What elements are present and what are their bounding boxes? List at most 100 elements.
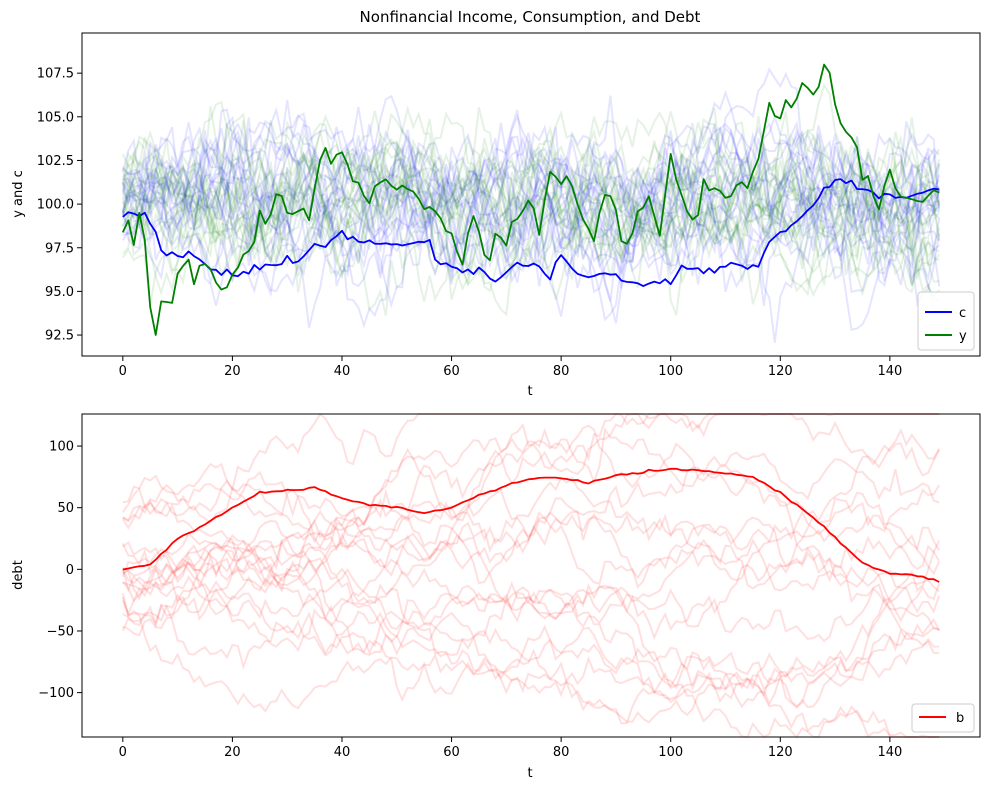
- background-path: [121, 127, 940, 288]
- background-path: [121, 123, 940, 258]
- x-tick-label: 60: [443, 364, 460, 379]
- x-tick-label: 80: [553, 745, 570, 760]
- background-path: [122, 479, 940, 691]
- background-path: [121, 109, 940, 332]
- income-consumption-chart: Nonfinancial Income, Consumption, and De…: [11, 8, 981, 399]
- background-path: [122, 116, 941, 265]
- background-path: [122, 587, 940, 739]
- background-path: [121, 123, 940, 317]
- x-tick-label: 140: [877, 745, 902, 760]
- y-tick-label: −100: [38, 686, 74, 701]
- background-path: [122, 424, 941, 601]
- background-path: [121, 118, 941, 297]
- y-tick-label: 100.0: [37, 198, 74, 213]
- background-paths: [121, 412, 941, 739]
- x-tick-label: 20: [224, 364, 241, 379]
- background-path: [121, 121, 940, 317]
- background-path: [121, 548, 941, 691]
- background-path: [121, 120, 940, 280]
- background-path: [121, 134, 941, 305]
- x-axis-label: t: [527, 384, 532, 399]
- background-path: [122, 106, 941, 324]
- plot-frame: [81, 413, 981, 738]
- x-tick-label: 100: [658, 364, 683, 379]
- x-tick-label: 80: [553, 364, 570, 379]
- background-path: [121, 499, 941, 641]
- background-path: [121, 106, 941, 285]
- legend: b: [911, 703, 975, 733]
- background-path: [122, 105, 941, 286]
- background-path: [121, 129, 941, 343]
- y-tick-label: −50: [47, 624, 74, 639]
- background-path: [122, 451, 940, 603]
- x-tick-label: 100: [658, 745, 683, 760]
- y-axis-label: debt: [11, 560, 26, 590]
- background-path: [122, 121, 941, 270]
- y-tick-label: 100: [49, 440, 74, 455]
- x-tick-label: 20: [224, 745, 241, 760]
- main-series: [121, 63, 940, 336]
- background-path: [121, 497, 941, 629]
- background-path: [121, 593, 940, 738]
- background-path: [121, 67, 940, 302]
- series-line-c: [122, 178, 940, 287]
- plot-frame: [81, 32, 981, 357]
- background-path: [122, 107, 941, 280]
- background-path: [121, 133, 940, 293]
- background-path: [121, 413, 941, 550]
- x-axis-label: t: [527, 766, 532, 781]
- background-path: [122, 113, 941, 329]
- x-tick-label: 60: [443, 745, 460, 760]
- background-path: [121, 549, 940, 710]
- y-tick-label: 97.5: [45, 241, 74, 256]
- background-path: [121, 142, 940, 302]
- x-tick-label: 120: [768, 364, 793, 379]
- x-axis-ticks: 0 20 40 60 80 100 120 140: [119, 737, 902, 760]
- x-tick-label: 140: [877, 364, 902, 379]
- background-path: [121, 109, 941, 285]
- y-axis-ticks: 92.5 95.0 97.5 100.0 102.5 105.0 107.5: [37, 67, 82, 344]
- background-path: [122, 122, 940, 269]
- background-path: [121, 95, 940, 307]
- y-axis-ticks: −100 −50 0 50 100: [38, 440, 82, 701]
- legend-label-b: b: [956, 711, 964, 726]
- background-path: [122, 89, 941, 294]
- main-series: [122, 467, 940, 583]
- x-tick-label: 40: [334, 364, 351, 379]
- y-tick-label: 92.5: [45, 329, 74, 344]
- background-path: [122, 484, 941, 598]
- y-tick-label: 95.0: [45, 285, 74, 300]
- series-line-b: [122, 467, 940, 583]
- y-tick-label: 105.0: [37, 110, 74, 125]
- background-path: [122, 470, 940, 604]
- x-tick-label: 0: [119, 745, 127, 760]
- background-path: [121, 565, 941, 643]
- x-tick-label: 0: [119, 364, 127, 379]
- y-tick-label: 0: [66, 563, 74, 578]
- background-path: [121, 153, 940, 316]
- background-path: [121, 122, 941, 329]
- series-line-y: [121, 63, 940, 336]
- y-tick-label: 102.5: [37, 154, 74, 169]
- legend: c y: [917, 291, 975, 351]
- background-path: [122, 427, 941, 585]
- chart-title: Nonfinancial Income, Consumption, and De…: [360, 8, 701, 26]
- background-path: [121, 122, 941, 306]
- background-path: [121, 157, 941, 322]
- background-path: [121, 138, 940, 298]
- background-path: [121, 117, 941, 279]
- legend-label-c: c: [959, 306, 966, 321]
- background-path: [121, 596, 940, 708]
- background-path: [122, 567, 940, 725]
- y-axis-label: y and c: [11, 170, 26, 218]
- x-tick-label: 40: [334, 745, 351, 760]
- y-tick-label: 50: [57, 501, 74, 516]
- legend-label-y: y: [959, 329, 967, 344]
- x-axis-ticks: 0 20 40 60 80 100 120 140: [119, 356, 902, 379]
- background-path: [122, 100, 941, 316]
- background-path: [121, 455, 941, 632]
